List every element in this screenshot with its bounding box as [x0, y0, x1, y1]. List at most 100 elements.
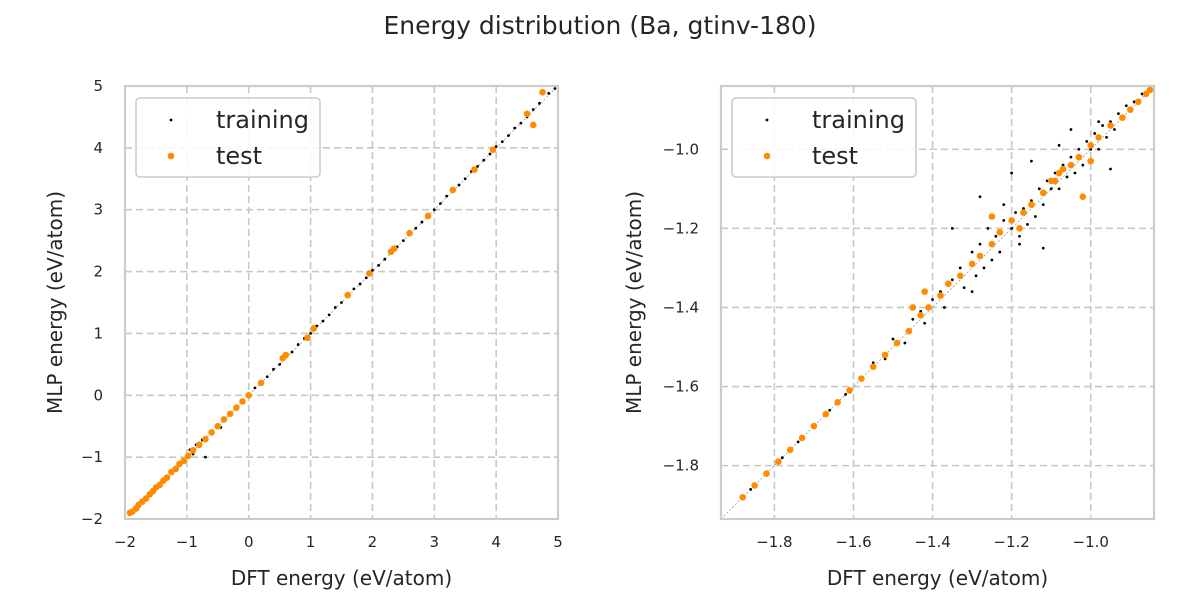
training-point — [1065, 175, 1069, 179]
x-tick-label: 4 — [491, 533, 501, 551]
training-point — [978, 195, 982, 199]
training-point — [327, 313, 331, 317]
test-point — [1079, 193, 1087, 201]
training-point — [1018, 242, 1021, 246]
training-point — [796, 440, 800, 444]
test-point — [304, 334, 311, 342]
test-point — [208, 429, 215, 436]
test-point — [366, 270, 373, 277]
legend-marker-training — [765, 118, 769, 122]
plot-frame — [123, 84, 560, 521]
training-point — [445, 194, 449, 198]
training-point — [950, 278, 954, 282]
training-point — [333, 306, 337, 309]
test-point — [945, 280, 952, 288]
training-point — [931, 298, 934, 301]
test-point — [834, 399, 841, 406]
training-point — [943, 306, 946, 309]
training-point — [1022, 207, 1025, 210]
test-point — [214, 422, 222, 430]
test-point — [539, 88, 546, 96]
training-point — [364, 276, 368, 280]
y-tick-label: 1 — [93, 324, 103, 342]
training-point — [970, 250, 974, 254]
training-point — [891, 337, 895, 341]
test-point — [1087, 157, 1095, 165]
training-point — [1101, 124, 1104, 127]
test-point — [310, 325, 317, 332]
x-tick-label: −2 — [114, 533, 136, 551]
test-point — [424, 212, 432, 220]
legend-box — [135, 97, 321, 178]
test-point — [786, 446, 794, 454]
y-tick-label: 2 — [93, 263, 103, 281]
training-point — [1030, 159, 1033, 163]
test-point — [202, 435, 209, 443]
x-tick-label: −1.6 — [835, 533, 871, 551]
right-scatter-panel: −1.8 −1.6 −1.4 −1.2 −1.0 −1.8 −1.6 −1.4 −1.2 −1.0… — [622, 84, 1156, 590]
test-point — [775, 458, 782, 465]
training-point — [414, 226, 418, 230]
training-point — [1018, 234, 1021, 238]
test-point — [1039, 189, 1047, 197]
test-point — [925, 304, 932, 311]
test-point — [233, 404, 240, 411]
left-scatter-panel: −2 −1 0 1 2 3 4 5 −2 −1 0 1 2 3 4 5 DFT energy (eV/atom)… — [43, 77, 563, 590]
training-point — [1069, 155, 1073, 159]
test-point — [881, 351, 889, 359]
x-tick-label: −1.8 — [756, 533, 792, 551]
training-point — [340, 301, 343, 304]
training-point — [1061, 163, 1065, 167]
legend-label-training: training — [216, 106, 309, 134]
test-point — [1095, 134, 1102, 141]
training-point — [531, 108, 535, 111]
test-point — [869, 363, 877, 371]
test-point — [810, 422, 818, 430]
test-point — [282, 351, 290, 359]
training-point — [1045, 179, 1049, 183]
legend-label-training: training — [812, 106, 905, 134]
test-point — [156, 481, 163, 489]
series-test — [739, 86, 1154, 501]
test-point — [471, 166, 478, 173]
test-point — [1146, 86, 1154, 94]
x-tick-label: 0 — [244, 533, 254, 551]
training-point — [974, 274, 978, 278]
training-point — [1037, 187, 1041, 191]
legend-marker-training — [169, 118, 173, 122]
x-tick-label: −1.4 — [914, 533, 950, 551]
legend-marker-test — [167, 152, 175, 160]
training-point — [553, 87, 557, 90]
training-point — [1073, 171, 1077, 175]
test-point — [257, 379, 265, 387]
training-point — [265, 375, 269, 379]
training-point — [1085, 139, 1089, 143]
training-point — [377, 263, 381, 267]
y-tick-label: −1.8 — [663, 457, 699, 475]
training-point — [1053, 171, 1057, 175]
y-tick-label: −1.2 — [663, 219, 699, 237]
test-point — [996, 229, 1004, 236]
test-point — [921, 288, 928, 295]
training-point — [1049, 187, 1053, 191]
training-point — [1010, 226, 1014, 230]
training-point — [1010, 171, 1014, 175]
test-point — [180, 457, 188, 465]
training-point — [844, 393, 847, 396]
training-point — [1117, 112, 1120, 116]
test-point — [142, 495, 150, 502]
test-point — [1067, 161, 1075, 169]
training-point — [253, 386, 257, 390]
training-point — [457, 183, 461, 187]
test-point — [172, 465, 180, 473]
training-point — [1097, 147, 1101, 151]
training-point — [290, 350, 294, 354]
test-point — [239, 398, 246, 405]
y-tick-label: −1.4 — [663, 298, 699, 316]
training-point — [978, 242, 982, 246]
y-tick-label: −1 — [81, 448, 103, 466]
training-point — [1109, 167, 1112, 171]
test-point — [1134, 98, 1142, 106]
test-point — [1028, 201, 1035, 208]
y-tick-label: 5 — [93, 77, 103, 95]
